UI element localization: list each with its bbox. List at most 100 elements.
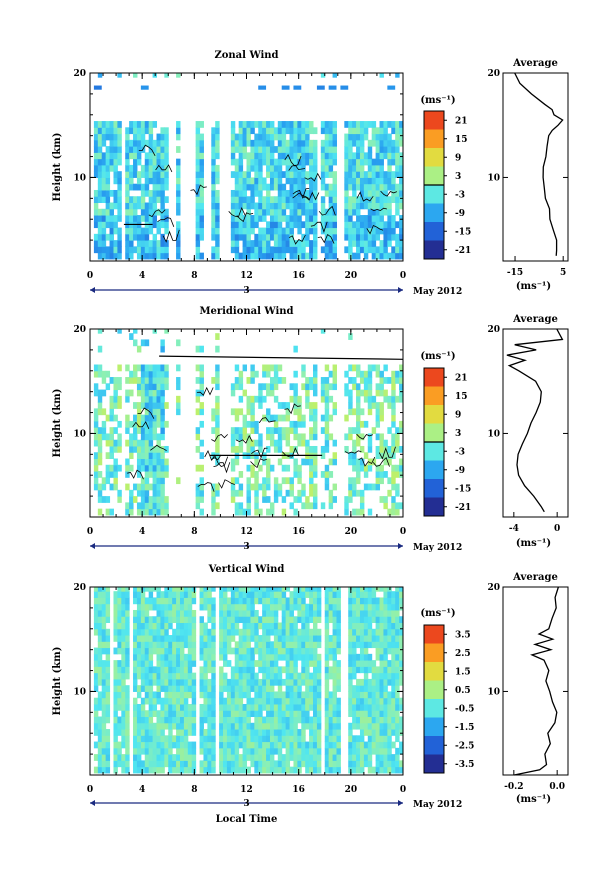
heatmap-cell xyxy=(246,722,251,730)
heatmap-cell xyxy=(199,597,204,605)
heatmap-cell xyxy=(160,383,165,391)
heatmap-cell xyxy=(344,246,349,254)
heatmap-cell xyxy=(121,735,126,743)
heatmap-cell xyxy=(273,477,279,485)
heatmap-cell xyxy=(219,653,224,661)
heatmap-cell xyxy=(297,754,302,761)
contour-line xyxy=(228,206,246,218)
heatmap-cell xyxy=(293,370,298,378)
heatmap-cell xyxy=(285,754,291,761)
heatmap-cell xyxy=(140,196,146,204)
heatmap-cell xyxy=(246,587,251,592)
heatmap-cell xyxy=(305,146,310,153)
heatmap-cell xyxy=(273,177,279,185)
heatmap-cell xyxy=(399,121,403,128)
heatmap-cell xyxy=(269,183,275,191)
heatmap-cell xyxy=(125,653,130,661)
heatmap-cell xyxy=(391,227,396,235)
heatmap-cell xyxy=(199,464,204,472)
heatmap-cell xyxy=(367,741,373,749)
heatmap-cell xyxy=(105,158,111,166)
heatmap-cell xyxy=(203,647,208,655)
heatmap-cell xyxy=(121,716,126,724)
heatmap-cell xyxy=(281,127,287,135)
heatmap-cell xyxy=(238,158,244,166)
heatmap-cell xyxy=(375,158,381,166)
heatmap-cell xyxy=(156,458,161,466)
heatmap-cell xyxy=(215,395,220,403)
heatmap-cell xyxy=(289,233,294,241)
heatmap-cell xyxy=(258,722,263,730)
heatmap-cell xyxy=(328,754,334,761)
heatmap-cell xyxy=(320,502,326,510)
heatmap-cell xyxy=(144,678,150,686)
heatmap-cell xyxy=(383,747,388,755)
heatmap-cell xyxy=(117,672,122,680)
x-tick-label: 0 xyxy=(400,271,406,281)
heatmap-cell xyxy=(230,240,236,247)
heatmap-cell xyxy=(262,591,267,598)
x-tick-label: 16 xyxy=(292,785,305,795)
heatmap-cell xyxy=(371,660,377,667)
heatmap-cell xyxy=(313,716,318,724)
heatmap-cell xyxy=(262,183,267,191)
heatmap-cell xyxy=(97,329,103,334)
heatmap-cell xyxy=(285,647,291,655)
heatmap-cell xyxy=(285,722,291,730)
heatmap-cell xyxy=(277,121,283,128)
heatmap-cell xyxy=(183,703,189,711)
heatmap-cell xyxy=(387,597,392,605)
heatmap-cell xyxy=(172,697,177,705)
heatmap-cell xyxy=(356,121,361,128)
heatmap-cell xyxy=(348,152,353,160)
heatmap-cell xyxy=(266,183,271,191)
heatmap-cell xyxy=(168,653,173,661)
heatmap-cell xyxy=(250,603,255,611)
heatmap-cell xyxy=(183,760,189,768)
heatmap-cell xyxy=(136,635,142,642)
heatmap-cell xyxy=(359,591,365,598)
heatmap-cell xyxy=(160,628,165,636)
heatmap-cell xyxy=(234,202,240,210)
heatmap-cell xyxy=(97,139,103,147)
heatmap-cell xyxy=(269,152,275,160)
heatmap-cell xyxy=(105,747,111,755)
heatmap-cell xyxy=(172,678,177,686)
heatmap-cell xyxy=(168,635,173,642)
heatmap-cell xyxy=(238,208,244,216)
heatmap-cell xyxy=(156,716,161,724)
heatmap-cell xyxy=(348,427,353,434)
heatmap-cell xyxy=(152,420,158,428)
heatmap-cell xyxy=(273,587,279,592)
heatmap-cell xyxy=(117,641,122,649)
heatmap-cell xyxy=(199,477,204,485)
heatmap-cell xyxy=(367,603,373,611)
heatmap-cell xyxy=(269,389,275,397)
heatmap-cell xyxy=(144,233,150,241)
heatmap-cell xyxy=(273,208,279,216)
heatmap-cell xyxy=(246,502,251,510)
heatmap-cell xyxy=(301,703,306,711)
heatmap-cell xyxy=(113,127,118,135)
heatmap-cell xyxy=(164,402,169,409)
heatmap-cell xyxy=(136,710,142,718)
heatmap-cell xyxy=(395,760,400,768)
heatmap-cell xyxy=(289,152,294,160)
heatmap-cell xyxy=(187,741,193,749)
heatmap-cell xyxy=(367,766,373,774)
heatmap-cell xyxy=(226,603,232,611)
contour-line xyxy=(366,224,384,235)
heatmap-cell xyxy=(211,587,216,592)
heatmap-cell xyxy=(156,246,161,254)
heatmap-cell xyxy=(371,641,377,649)
heatmap-cell xyxy=(371,208,377,216)
heatmap-cell xyxy=(230,408,236,416)
heatmap-cell xyxy=(359,710,365,718)
heatmap-cell xyxy=(109,215,114,222)
heatmap-cell xyxy=(109,408,114,416)
heatmap-cell xyxy=(97,458,103,466)
heatmap-cell xyxy=(125,628,130,636)
heatmap-cell xyxy=(203,603,208,611)
heatmap-cell xyxy=(313,653,318,661)
heatmap-cell xyxy=(277,402,283,409)
